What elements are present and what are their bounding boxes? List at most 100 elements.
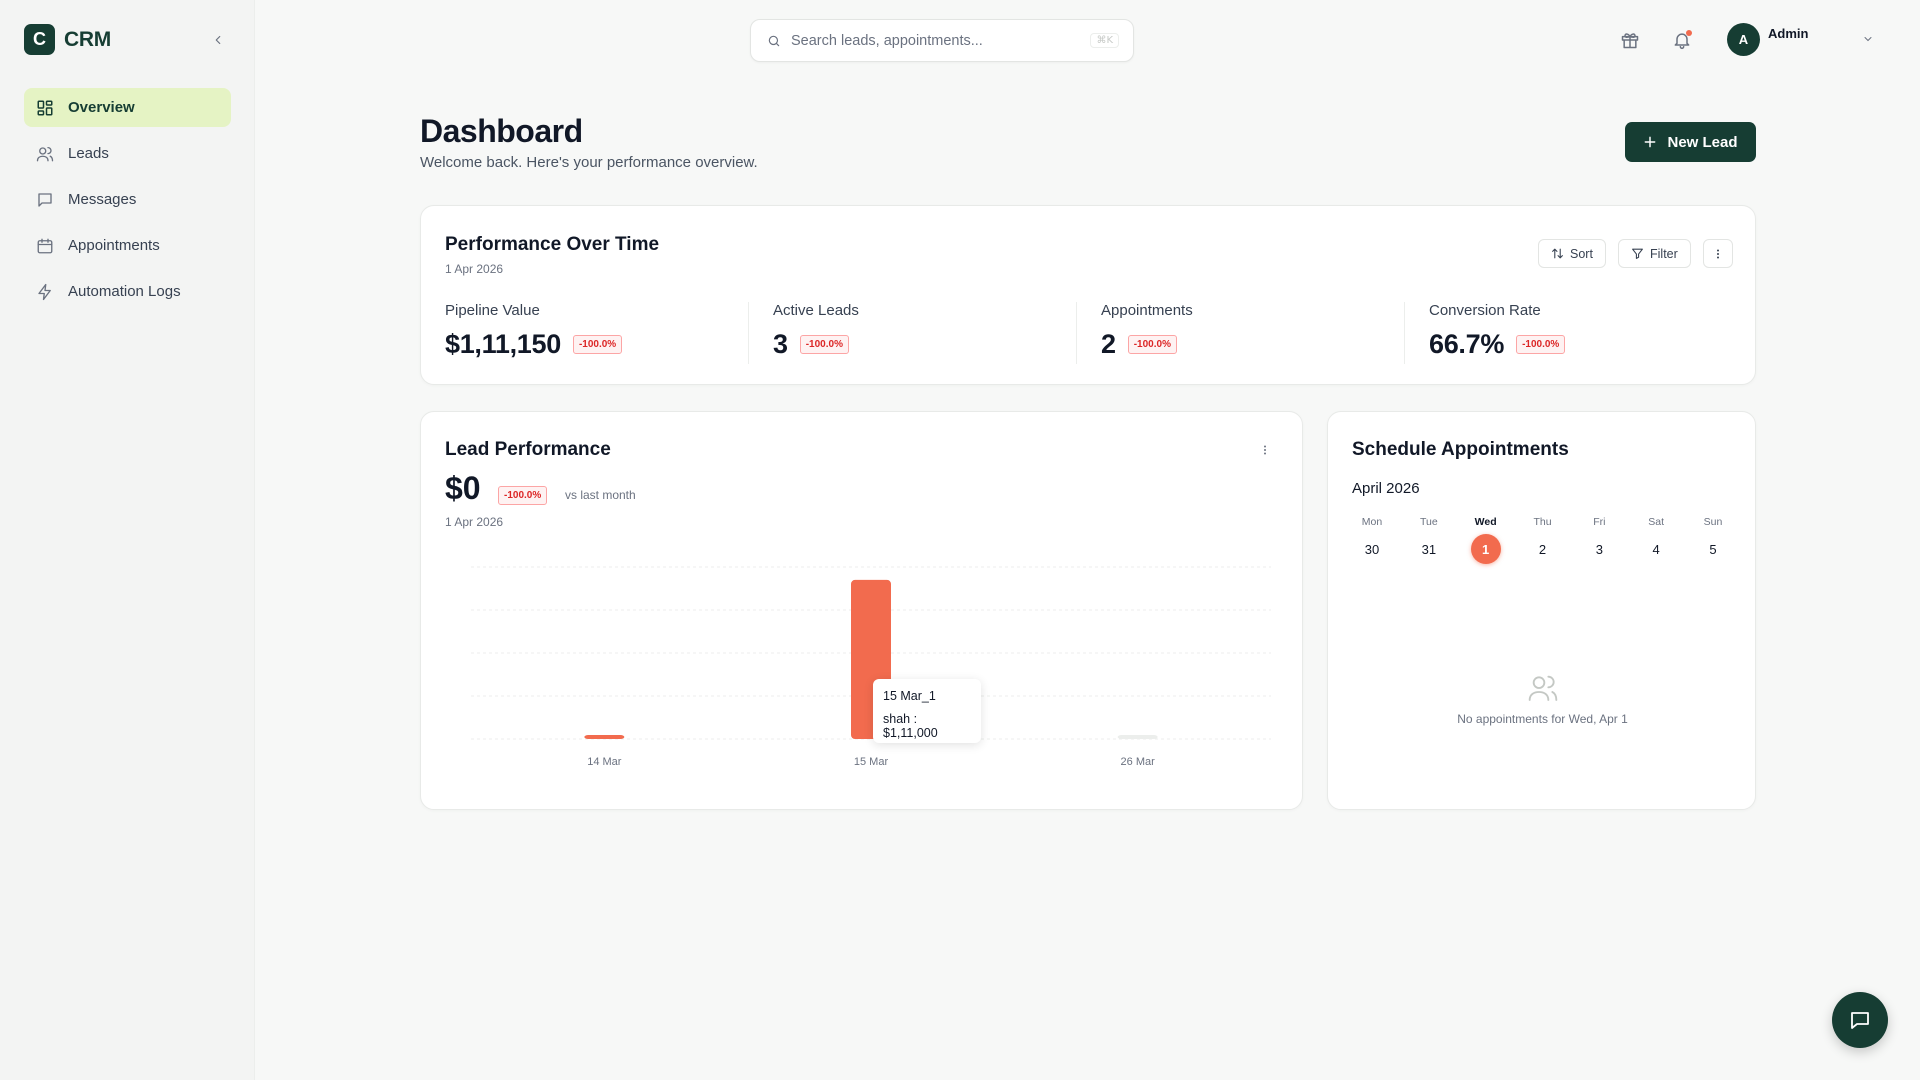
day-name: Thu (1533, 516, 1552, 528)
collapse-sidebar-button[interactable] (206, 28, 230, 52)
schedule-title: Schedule Appointments (1352, 439, 1569, 460)
message-icon (36, 191, 54, 209)
user-menu[interactable]: A Admin (1727, 23, 1872, 56)
performance-title: Performance Over Time (445, 234, 660, 255)
empty-state: No appointments for Wed, Apr 1 (1328, 672, 1757, 726)
comparison-label: vs last month (565, 488, 636, 502)
more-vertical-icon (1264, 445, 1266, 455)
more-options-button[interactable] (1703, 239, 1733, 268)
chart-bar[interactable] (584, 735, 625, 739)
user-name: Admin (1768, 26, 1809, 41)
sidebar-item-overview[interactable]: Overview (24, 88, 231, 127)
new-lead-label: New Lead (1667, 133, 1738, 151)
metric-active-leads: Active Leads 3 -100.0% (773, 302, 1073, 360)
notifications-button[interactable] (1670, 28, 1694, 52)
page-subtitle: Welcome back. Here's your performance ov… (420, 154, 758, 171)
metric-value: 3 (773, 329, 788, 359)
calendar-day[interactable]: Thu 2 (1522, 516, 1562, 564)
calendar-day[interactable]: Fri 3 (1579, 516, 1619, 564)
metric-pipeline-value: Pipeline Value $1,11,150 -100.0% (445, 302, 745, 360)
day-number[interactable]: 5 (1709, 541, 1717, 557)
delta-badge: -100.0% (799, 335, 849, 354)
sidebar-item-leads[interactable]: Leads (24, 134, 231, 173)
divider (1076, 302, 1077, 364)
day-number[interactable]: 3 (1595, 541, 1603, 557)
calendar-day[interactable]: Mon 30 (1352, 516, 1392, 564)
chart-bar[interactable] (1117, 735, 1158, 739)
empty-state-text: No appointments for Wed, Apr 1 (1457, 712, 1628, 726)
calendar-day[interactable]: Tue 31 (1409, 516, 1449, 564)
day-number[interactable]: 4 (1652, 541, 1660, 557)
divider (748, 302, 749, 364)
sidebar-item-automation-logs[interactable]: Automation Logs (24, 272, 231, 311)
calendar-month: April 2026 (1352, 480, 1420, 497)
new-lead-button[interactable]: New Lead (1625, 122, 1756, 162)
more-vertical-icon (1717, 249, 1719, 258)
avatar: A (1727, 23, 1760, 56)
lead-performance-value: $0 (445, 470, 481, 506)
sidebar-item-label: Leads (68, 145, 109, 162)
lead-performance-menu-button[interactable] (1253, 438, 1277, 462)
metric-value: $1,11,150 (445, 329, 561, 359)
search-bar[interactable]: ⌘K (750, 19, 1134, 62)
bolt-icon (36, 283, 54, 301)
chat-button[interactable] (1832, 992, 1888, 1048)
notification-dot (1686, 30, 1692, 36)
lead-performance-date: 1 Apr 2026 (445, 515, 504, 529)
sidebar-item-messages[interactable]: Messages (24, 180, 231, 219)
delta-badge: -100.0% (1127, 335, 1177, 354)
sidebar-item-appointments[interactable]: Appointments (24, 226, 231, 265)
calendar-day[interactable]: Wed 1 (1466, 516, 1506, 564)
search-input[interactable] (791, 32, 1091, 49)
brand-logo: C (24, 24, 55, 55)
schedule-card: Schedule Appointments April 2026 Mon 30 Tu… (1327, 411, 1756, 810)
page-title: Dashboard (420, 113, 583, 149)
day-name: Mon (1361, 516, 1383, 528)
tooltip-value: shah : $1,11,000 (883, 712, 938, 740)
calendar-day[interactable]: Sat 4 (1636, 516, 1676, 564)
sidebar-item-label: Messages (68, 191, 137, 208)
sort-label: Sort (1570, 246, 1593, 261)
brand[interactable]: C CRM (24, 24, 111, 55)
sidebar-item-label: Overview (68, 99, 135, 116)
metric-label: Active Leads (773, 302, 859, 319)
day-number[interactable]: 30 (1364, 541, 1380, 557)
delta-badge: -100.0% (1516, 335, 1566, 354)
x-tick-label: 15 Mar (854, 756, 889, 768)
day-name: Sun (1703, 516, 1723, 528)
search-icon (768, 35, 780, 46)
day-number[interactable]: 2 (1538, 541, 1547, 557)
x-tick-label: 26 Mar (1121, 756, 1156, 768)
metric-conversion-rate: Conversion Rate 66.7% -100.0% (1429, 302, 1729, 360)
gift-icon (1621, 33, 1639, 49)
calendar-day[interactable]: Sun 5 (1693, 516, 1733, 564)
brand-name: CRM (64, 27, 111, 51)
sidebar-item-label: Appointments (68, 237, 160, 254)
day-name: Wed (1474, 516, 1497, 528)
x-tick-label: 14 Mar (587, 756, 622, 768)
chart-tooltip: 15 Mar_1 shah : $1,11,000 (873, 679, 981, 743)
day-name: Fri (1593, 516, 1606, 528)
sidebar-item-label: Automation Logs (68, 283, 181, 300)
users-icon (36, 145, 54, 163)
lead-performance-title: Lead Performance (445, 439, 611, 460)
delta-badge: -100.0% (498, 486, 548, 505)
sidebar-nav: Overview Leads Messages Appointments Aut… (24, 88, 231, 318)
metric-appointments: Appointments 2 -100.0% (1101, 302, 1401, 360)
metric-value: 66.7% (1429, 329, 1505, 359)
day-name: Tue (1419, 516, 1438, 528)
metric-label: Conversion Rate (1429, 302, 1541, 319)
grid-icon (36, 99, 54, 117)
sort-button[interactable]: Sort (1538, 239, 1606, 268)
calendar-icon (36, 237, 54, 255)
day-number[interactable]: 31 (1421, 541, 1437, 557)
performance-card: Performance Over Time 1 Apr 2026 Sort Fi… (420, 205, 1756, 385)
sort-icon (1551, 247, 1564, 260)
lead-performance-chart: 14 Mar 15 Mar 26 Mar (471, 566, 1271, 768)
filter-button[interactable]: Filter (1618, 239, 1691, 268)
day-name: Sat (1648, 516, 1665, 528)
gift-button[interactable] (1618, 28, 1642, 52)
chat-icon (1851, 1012, 1869, 1029)
filter-icon (1631, 247, 1644, 260)
day-number[interactable]: 1 (1470, 534, 1501, 564)
